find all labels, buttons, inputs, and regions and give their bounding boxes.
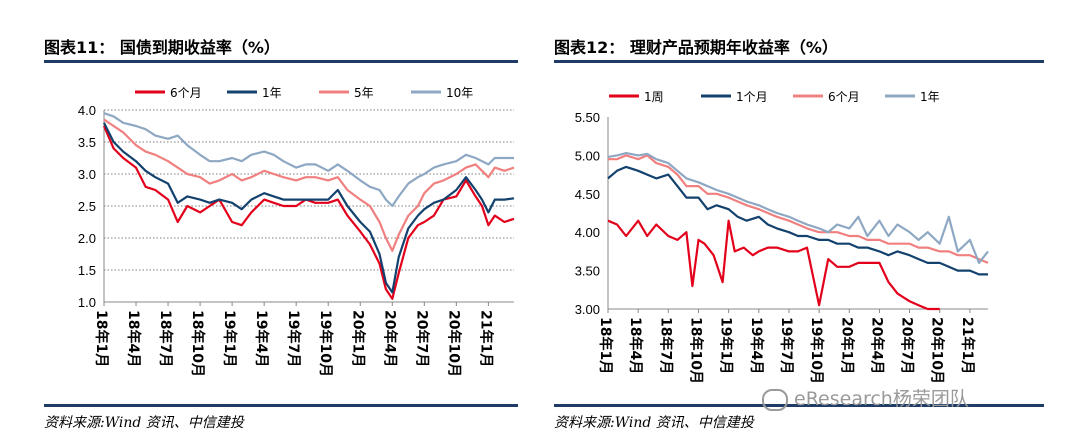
footer-rule — [44, 404, 518, 407]
wealth-yield-chart: 3.00 3.50 4.00 4.50 5.00 5.50 18年1月 18年4月 18年7月 1… — [575, 90, 989, 384]
x-tick-label: 20年4月 — [868, 317, 885, 374]
x-tick-label: 18年7月 — [657, 317, 674, 374]
y-tick-label: 5.50 — [575, 110, 600, 125]
y-tick-label: 3.00 — [575, 302, 600, 317]
x-tick-label: 20年10月 — [445, 310, 462, 377]
y-tick-label: 1.0 — [78, 295, 96, 310]
y-tick-label: 5.00 — [575, 148, 600, 163]
x-tick-label: 19年10月 — [808, 317, 825, 384]
y-tick-label: 3.0 — [78, 167, 96, 182]
title-rule — [44, 60, 518, 63]
x-tick-label: 18年4月 — [125, 310, 142, 367]
y-tick-label: 4.50 — [575, 187, 600, 202]
wechat-icon — [762, 388, 788, 411]
legend-label: 10年 — [446, 86, 473, 100]
series-line — [608, 154, 989, 264]
legend-label: 1个月 — [736, 90, 768, 104]
x-tick-label: 18年7月 — [157, 310, 174, 367]
x-tick-label: 18年4月 — [627, 317, 644, 374]
legend-label: 6个月 — [170, 86, 202, 100]
series-line — [607, 152, 989, 264]
x-tick-label: 21年1月 — [959, 317, 976, 374]
bond-yield-chart: 1.0 1.5 2.0 2.5 3.0 3.5 4.0 18年1月 18年4月 18年7月 18年1… — [78, 86, 515, 377]
x-tick-label: 19年10月 — [317, 310, 334, 377]
x-tick-label: 19年4月 — [748, 317, 765, 374]
x-tick-label: 20年1月 — [838, 317, 855, 374]
chart-source: 资料来源:Wind 资讯、中信建投 — [554, 415, 754, 431]
x-tick-label: 18年10月 — [189, 310, 206, 377]
chart-panel-bond-yield: 图表11： 国债到期收益率（%） 1.0 1.5 2.0 2.5 3.0 3.5 4.0 18… — [44, 38, 518, 431]
series-line — [102, 125, 515, 300]
y-tick-label: 2.5 — [78, 199, 96, 214]
legend-label: 5年 — [354, 86, 374, 100]
x-tick-label: 19年7月 — [778, 317, 795, 374]
legend-label: 1年 — [920, 90, 940, 104]
y-tick-label: 1.5 — [78, 263, 96, 278]
x-tick-label: 20年4月 — [381, 310, 398, 367]
x-tick-label: 20年7月 — [413, 310, 430, 367]
legend-label: 6个月 — [828, 90, 860, 104]
chart-panel-wealth-yield: 图表12： 理财产品预期年收益率（%） 3.00 3.50 4.00 4.50 5.00… — [534, 0, 1068, 444]
chart-title: 图表11： 国债到期收益率（%） — [44, 38, 280, 57]
watermark-text: eResearch杨荣团队 — [794, 388, 969, 410]
chart-source: 资料来源:Wind 资讯、中信建投 — [44, 415, 244, 431]
y-tick-label: 2.0 — [78, 231, 96, 246]
x-tick-label: 20年1月 — [349, 310, 366, 367]
x-tick-label: 19年1月 — [718, 317, 735, 374]
watermark: eResearch杨荣团队 — [762, 384, 969, 411]
x-tick-label: 18年10月 — [687, 317, 704, 384]
x-tick-label: 18年1月 — [93, 310, 110, 367]
x-tick-label: 21年1月 — [477, 310, 494, 367]
title-rule — [554, 60, 1044, 63]
chart-title: 图表12： 理财产品预期年收益率（%） — [554, 38, 838, 57]
x-tick-label: 19年1月 — [221, 310, 238, 367]
y-tick-label: 4.0 — [78, 103, 96, 118]
series-line — [103, 118, 515, 252]
y-tick-label: 3.5 — [78, 135, 96, 150]
legend-label: 1年 — [262, 86, 282, 100]
series-line — [607, 219, 940, 311]
footer-rule — [554, 404, 1044, 407]
legend-label: 1周 — [644, 90, 664, 104]
series-line — [103, 112, 514, 208]
series-line — [607, 165, 988, 276]
x-tick-label: 18年1月 — [597, 317, 614, 374]
y-tick-label: 3.50 — [575, 264, 600, 279]
x-tick-label: 19年7月 — [285, 310, 302, 367]
y-tick-label: 4.00 — [575, 225, 600, 240]
x-tick-label: 20年10月 — [929, 317, 946, 384]
x-tick-label: 19年4月 — [253, 310, 270, 367]
series-line — [103, 122, 515, 294]
x-tick-label: 20年7月 — [899, 317, 916, 374]
